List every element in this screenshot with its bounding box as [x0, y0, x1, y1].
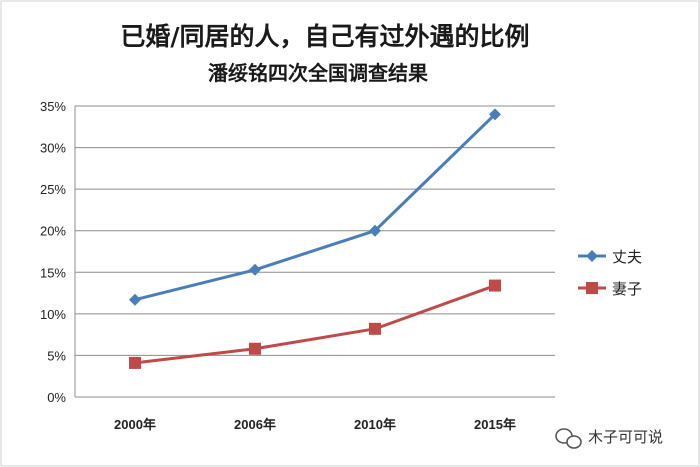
chart-subtitle: 潘绥铭四次全国调查结果: [208, 61, 428, 85]
x-tick-label: 2015年: [474, 417, 516, 432]
series-line: [134, 113, 497, 302]
y-tick-label: 0%: [47, 390, 66, 405]
series: [129, 279, 501, 369]
legend-marker: [586, 250, 598, 262]
legend-label: 丈夫: [612, 248, 642, 266]
series-layer: [129, 108, 501, 369]
x-axis: 2000年 2006年 2010年 2015年: [114, 417, 516, 432]
legend-label: 妻子: [612, 280, 642, 298]
x-tick-label: 2000年: [114, 417, 156, 432]
y-tick-label: 5%: [47, 348, 66, 363]
series-line: [134, 284, 496, 365]
y-tick-label: 20%: [40, 224, 66, 239]
data-point: [129, 293, 141, 306]
data-point: [369, 322, 381, 335]
legend-item: 妻子: [578, 280, 642, 298]
wechat-icon: [555, 428, 582, 449]
y-tick-label: 35%: [40, 99, 66, 114]
y-tick-label: 10%: [40, 307, 66, 322]
y-tick-label: 15%: [40, 265, 66, 280]
grid: [74, 105, 555, 398]
series: [129, 108, 501, 306]
y-tick-label: 30%: [40, 141, 66, 156]
x-tick-label: 2010年: [354, 417, 396, 432]
data-point: [489, 279, 501, 292]
legend-marker: [586, 282, 598, 294]
y-axis: 0% 5% 10% 15% 20% 25% 30% 35%: [40, 99, 66, 405]
data-point: [369, 224, 381, 237]
watermark: 木子可可说: [555, 428, 663, 449]
chart-title: 已婚/同居的人，自己有过外遇的比例: [120, 22, 529, 51]
data-point: [249, 342, 261, 355]
data-point: [129, 356, 141, 369]
y-tick-label: 25%: [40, 182, 66, 197]
data-point: [249, 263, 261, 276]
legend-item: 丈夫: [578, 248, 642, 266]
data-point: [489, 108, 501, 121]
watermark-text: 木子可可说: [588, 428, 663, 446]
x-tick-label: 2006年: [234, 417, 276, 432]
